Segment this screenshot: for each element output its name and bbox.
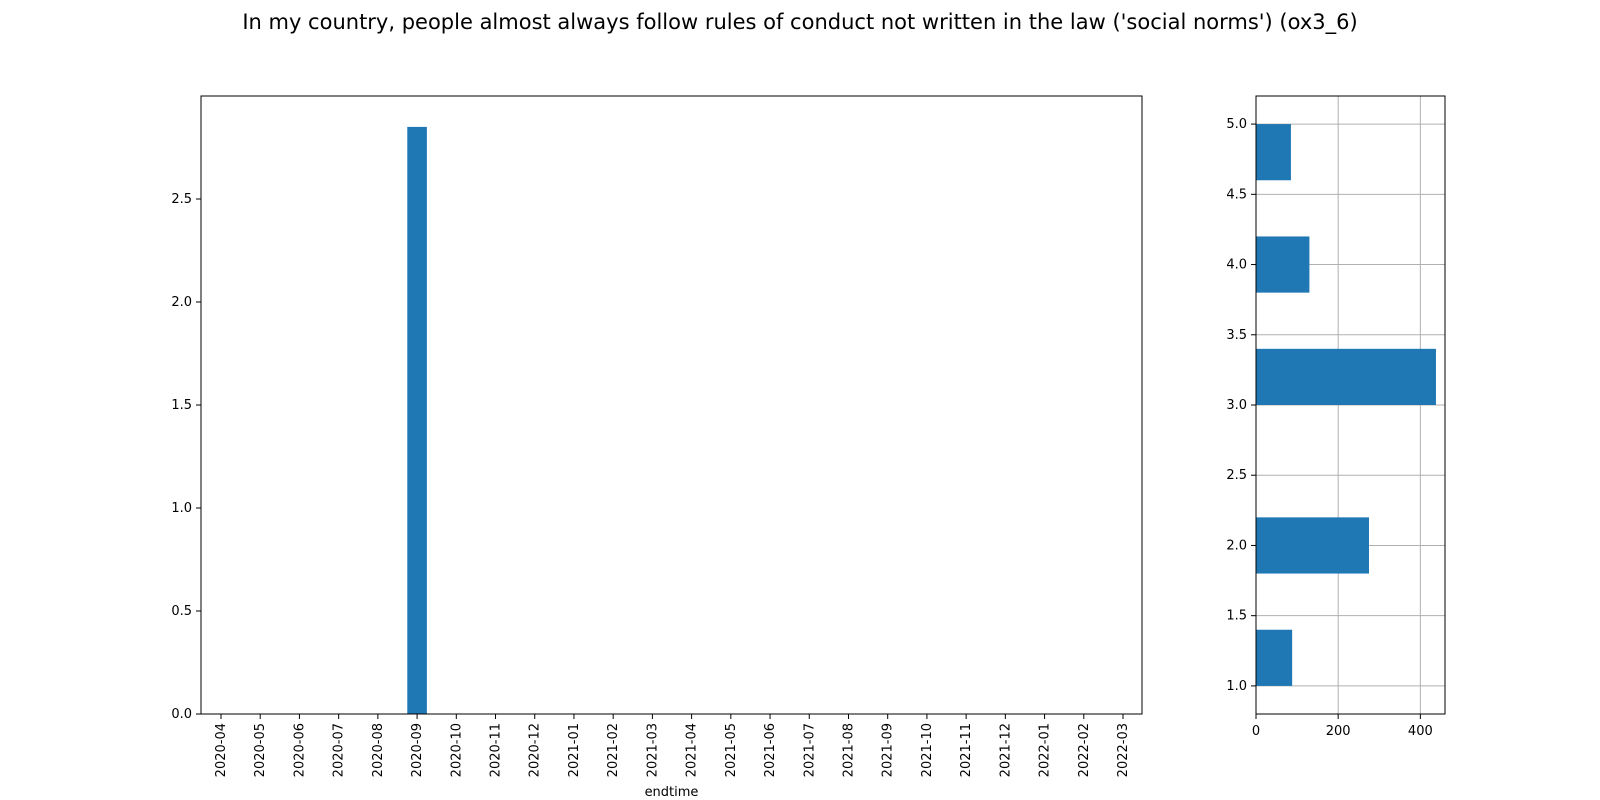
x-tick-label: 2020-07 — [332, 723, 347, 777]
x-tick-label: 2021-08 — [841, 723, 856, 777]
y-tick-label: 2.5 — [171, 192, 192, 207]
x-tick-label: 2020-04 — [214, 723, 229, 777]
y-tick-label: 0.5 — [171, 604, 192, 619]
histogram-bar-3.8 — [1256, 236, 1310, 293]
x-tick-label: 2020-05 — [253, 723, 268, 777]
chart-title: In my country, people almost always foll… — [242, 10, 1358, 34]
y-tick-label: 2.0 — [171, 295, 192, 310]
x-tick-label: 2020-11 — [489, 723, 504, 777]
x-tick-label: 2021-11 — [959, 723, 974, 777]
x-tick-label: 2020-10 — [449, 723, 464, 777]
y-tick-label: 1.5 — [171, 398, 192, 413]
y-tick-label: 3.5 — [1226, 328, 1247, 343]
x-tick-label: 2021-10 — [920, 723, 935, 777]
x-tick-label: 0 — [1252, 724, 1260, 739]
y-tick-label: 1.0 — [171, 501, 192, 516]
y-tick-label: 3.0 — [1226, 398, 1247, 413]
x-tick-label: 2021-03 — [645, 723, 660, 777]
x-tick-label: 400 — [1408, 724, 1433, 739]
y-tick-label: 4.0 — [1226, 258, 1247, 273]
x-tick-label: 200 — [1326, 724, 1351, 739]
x-tick-label: 2020-06 — [292, 723, 307, 777]
x-tick-label: 2022-03 — [1116, 723, 1131, 777]
x-tick-label: 2021-06 — [763, 723, 778, 777]
x-tick-label: 2021-01 — [567, 723, 582, 777]
histogram-bar-3 — [1256, 348, 1436, 405]
y-tick-label: 2.5 — [1226, 468, 1247, 483]
y-tick-label: 5.0 — [1226, 117, 1247, 132]
timeline-axes-frame — [200, 95, 1143, 715]
x-tick-label: 2020-08 — [371, 723, 386, 777]
x-tick-label: 2020-09 — [410, 723, 425, 777]
x-tick-label: 2021-12 — [998, 723, 1013, 777]
y-tick-label: 1.5 — [1226, 609, 1247, 624]
x-tick-label: 2021-02 — [606, 723, 621, 777]
histogram-bar-4.6 — [1256, 124, 1291, 181]
bar-2020-09 — [407, 126, 427, 714]
x-tick-label: 2021-09 — [881, 723, 896, 777]
y-tick-label: 1.0 — [1226, 679, 1247, 694]
x-tick-label: 2021-05 — [724, 723, 739, 777]
x-tick-label: 2022-01 — [1038, 723, 1053, 777]
y-tick-label: 0.0 — [171, 707, 192, 722]
timeline-plot-area: 0.0 0.5 1.0 1.5 2.0 2.5 2020-04 2020-05 2020-06 2… — [171, 95, 1143, 800]
x-tick-label: 2021-07 — [802, 723, 817, 777]
histogram-bar-1 — [1256, 629, 1293, 686]
x-tick-label: 2020-12 — [528, 723, 543, 777]
y-tick-label: 2.0 — [1226, 538, 1247, 553]
x-tick-label: 2022-02 — [1077, 723, 1092, 777]
histogram-plot-area: 1.0 1.5 2.0 2.5 3.0 3.5 4.0 4.5 5.0 0 200 400 — [1226, 95, 1446, 739]
y-tick-label: 4.5 — [1226, 187, 1247, 202]
x-tick-label: 2021-04 — [685, 723, 700, 777]
histogram-bar-1.8 — [1256, 517, 1369, 574]
x-axis-label: endtime — [645, 785, 699, 800]
